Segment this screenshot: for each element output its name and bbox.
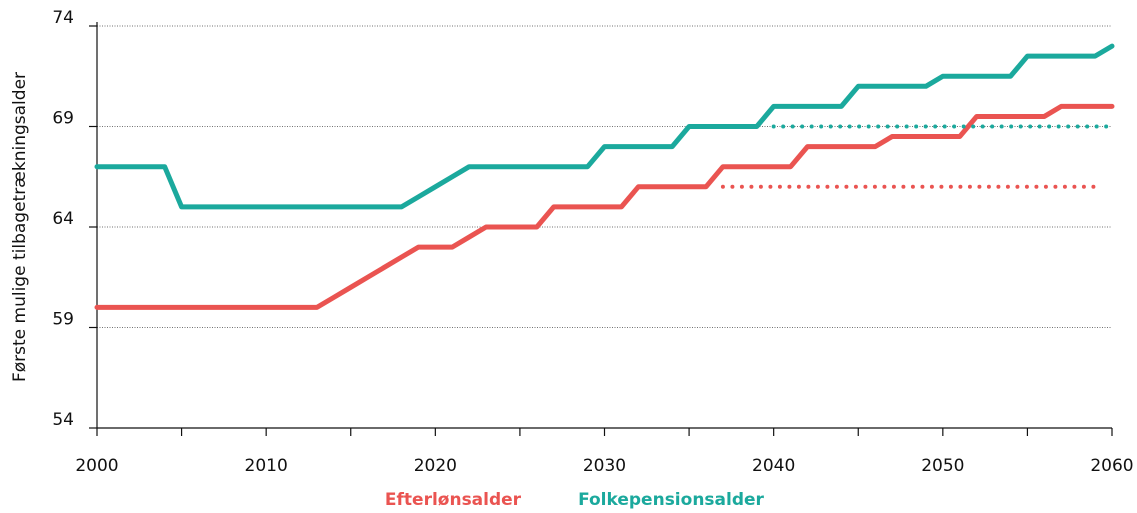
x-tick-label: 2040 [752, 456, 795, 476]
line [94, 43, 1115, 210]
x-tick-label: 2020 [414, 456, 457, 476]
y-tick-label: 64 [52, 209, 74, 229]
y-axis-label: Første mulige tilbagetrækningsalder [10, 72, 30, 382]
line [94, 103, 1115, 310]
legend-label: Folkepensionsalder [578, 490, 764, 510]
x-tick-label: 2050 [921, 456, 964, 476]
y-tick-label: 54 [52, 410, 74, 430]
legend-label: Efterlønsalder [385, 490, 522, 510]
y-tick-label: 74 [52, 8, 74, 28]
y-tick-label: 69 [52, 109, 74, 129]
x-tick-label: 2030 [583, 456, 626, 476]
y-tick-label: 59 [52, 310, 74, 330]
x-tick-label: 2010 [245, 456, 288, 476]
x-tick-label: 2060 [1090, 456, 1133, 476]
x-tick-label: 2000 [75, 456, 118, 476]
